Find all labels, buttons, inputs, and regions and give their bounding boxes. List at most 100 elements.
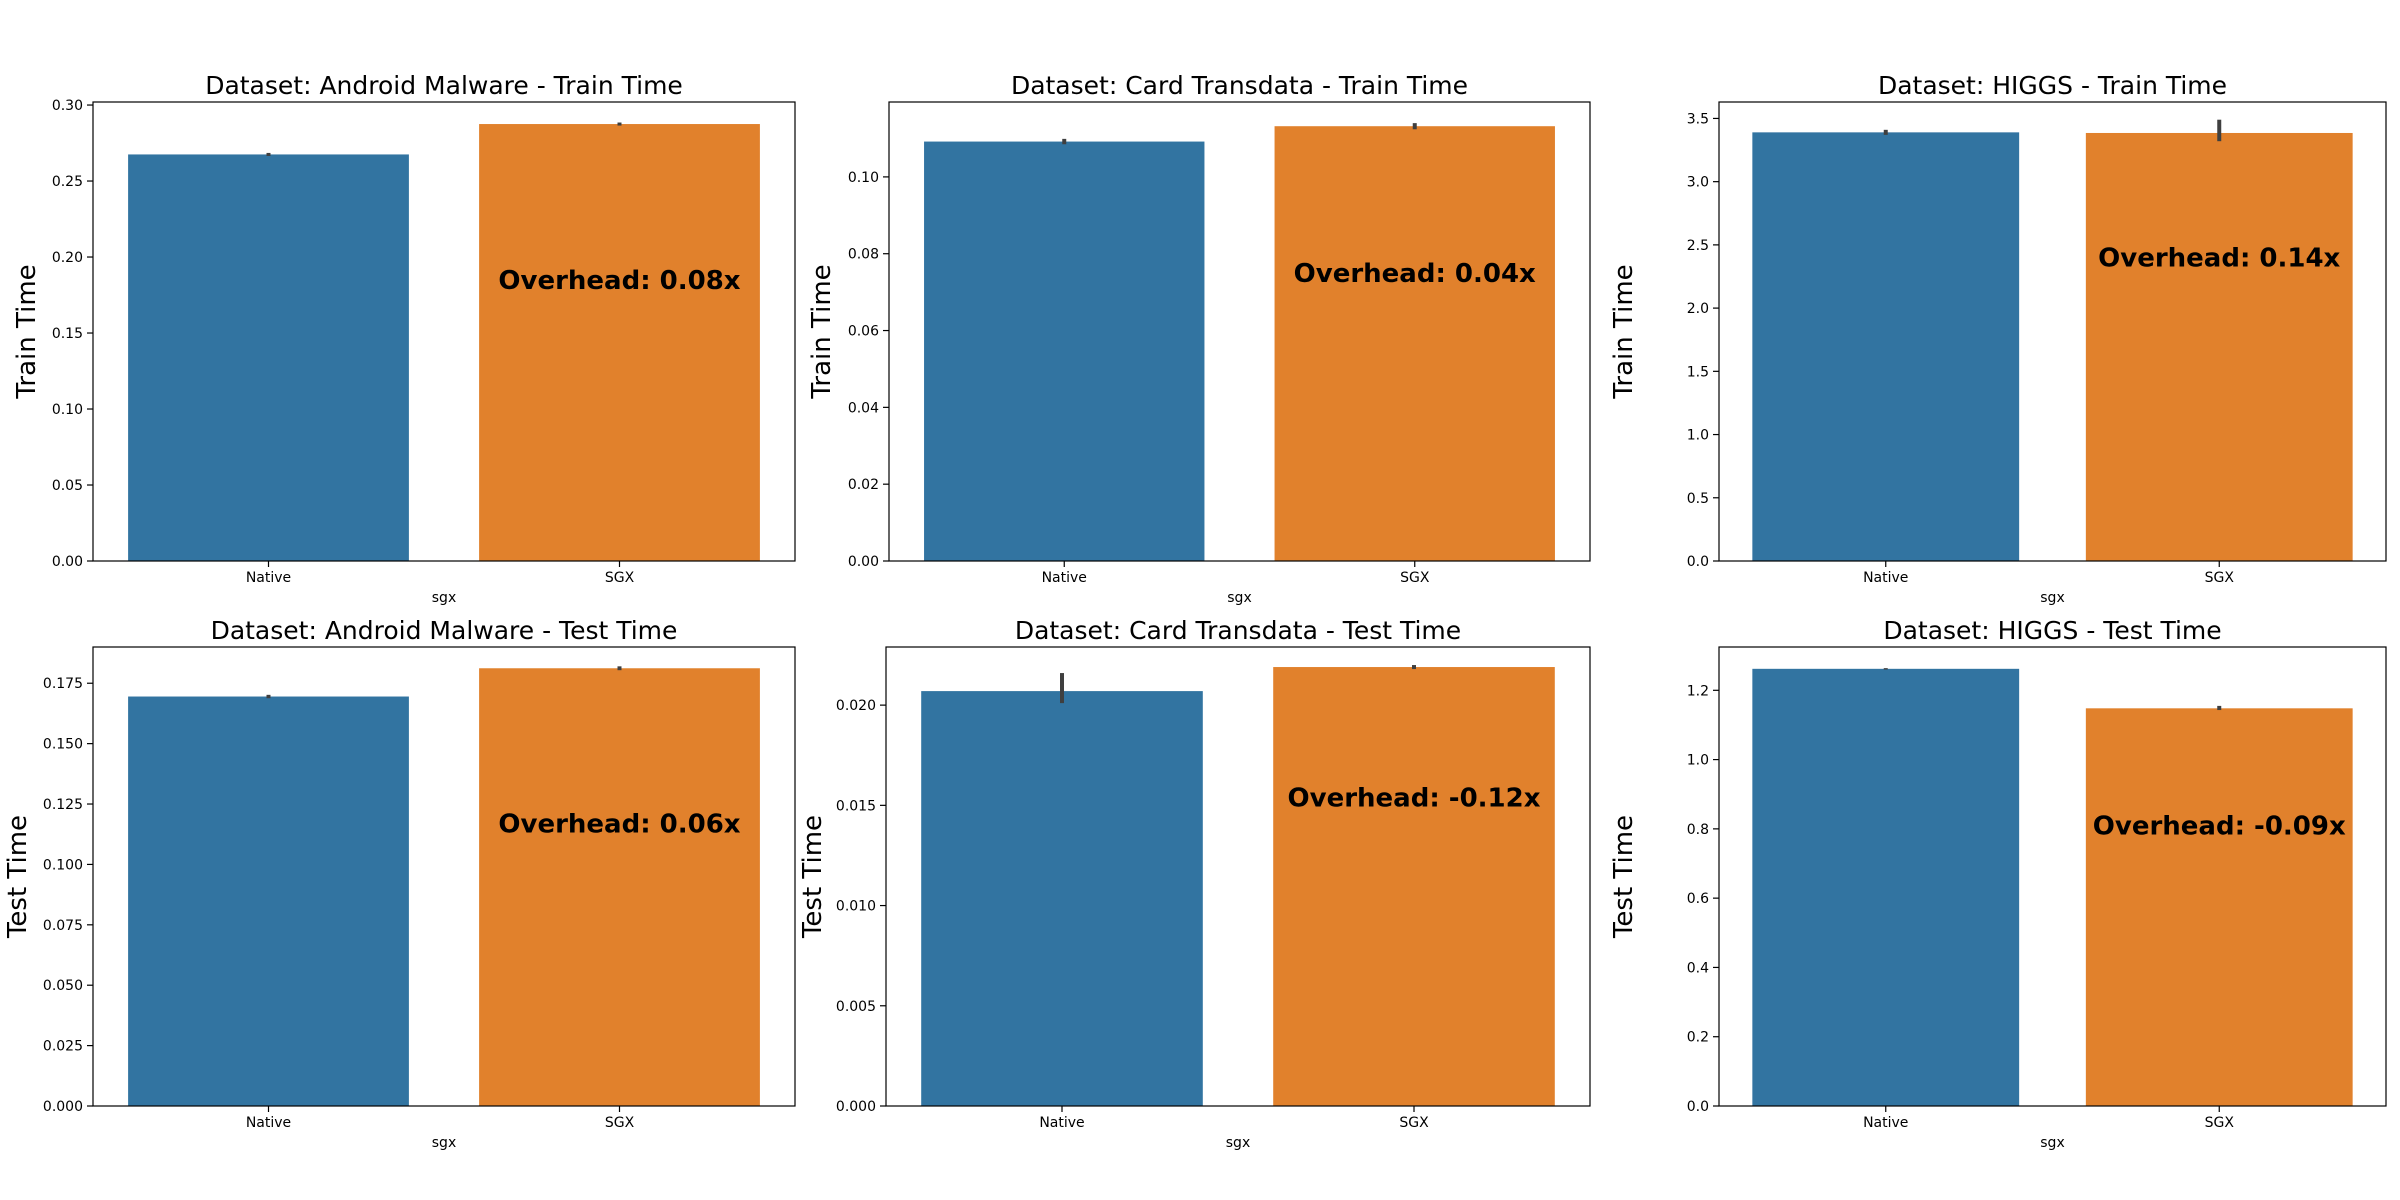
y-tick-label: 0.0 [1687, 1099, 1709, 1115]
x-axis-label: sgx [2040, 590, 2064, 606]
y-tick-label: 0.00 [848, 554, 879, 570]
y-tick-label: 0.4 [1687, 960, 1709, 976]
bar-native [128, 696, 409, 1106]
x-tick-label-native: Native [246, 1115, 291, 1131]
bar-native [924, 141, 1205, 561]
bar-sgx [2085, 708, 2353, 1106]
y-tick-label: 0.010 [836, 899, 876, 915]
x-axis-label: sgx [432, 1135, 456, 1151]
y-tick-label: 0.175 [43, 676, 83, 692]
x-tick-label-sgx: SGX [2205, 570, 2235, 586]
bar-native [1752, 668, 2020, 1106]
y-tick-label: 0.2 [1687, 1030, 1709, 1046]
y-tick-label: 0.000 [836, 1099, 876, 1115]
subplot-6: 0.0 0.2 0.4 0.6 0.8 1.0 1.2 Native SGX sgx Test Ti… [1609, 616, 2387, 1151]
y-tick-label: 0.08 [848, 247, 879, 263]
x-tick-label-native: Native [1042, 570, 1087, 586]
axes-frame [92, 646, 796, 1107]
y-tick-label: 0.050 [43, 978, 83, 994]
x-tick-label-sgx: SGX [605, 1115, 635, 1131]
y-tick-label: 0.15 [52, 326, 83, 342]
y-tick-label: 0.05 [52, 478, 83, 494]
chart-title: Dataset: Card Transdata - Train Time [1011, 71, 1468, 100]
y-tick-label: 0.5 [1687, 491, 1709, 507]
y-tick-label: 0.10 [848, 170, 879, 186]
axes-frame [888, 101, 1591, 562]
subplot-5: 0.000 0.005 0.010 0.015 0.020 Native SGX sgx Tes… [798, 616, 1591, 1151]
y-tick-label: 0.30 [52, 98, 83, 114]
bar-sgx [2085, 132, 2353, 562]
y-tick-label: 0.100 [43, 857, 83, 873]
y-tick-label: 0.125 [43, 797, 83, 813]
y-axis-label: Test Time [798, 815, 828, 939]
bar-native [128, 154, 409, 561]
y-tick-label: 0.10 [52, 402, 83, 418]
y-tick-label: 1.0 [1687, 753, 1709, 769]
x-tick-label-sgx: SGX [1400, 570, 1430, 586]
overhead-annotation: Overhead: -0.12x [1288, 783, 1541, 813]
y-tick-label: 0.06 [848, 324, 879, 340]
subplot-2: 0.00 0.02 0.04 0.06 0.08 0.10 Native SGX sgx Trai… [807, 71, 1591, 606]
bar-native [1752, 132, 2020, 561]
overhead-annotation: Overhead: 0.06x [498, 809, 740, 839]
y-tick-label: 3.0 [1687, 175, 1709, 191]
x-tick-label-sgx: SGX [2205, 1115, 2235, 1131]
axes-frame [92, 101, 796, 562]
chart-title: Dataset: HIGGS - Train Time [1878, 71, 2227, 100]
y-tick-label: 0.25 [52, 174, 83, 190]
y-tick-label: 0.00 [52, 554, 83, 570]
y-axis-label: Test Time [1609, 815, 1639, 939]
subplot-1: 0.00 0.05 0.10 0.15 0.20 0.25 0.30 Native SGX sgx… [12, 71, 796, 606]
bar-sgx [1273, 667, 1555, 1106]
y-tick-label: 0.000 [43, 1099, 83, 1115]
y-axis-label: Train Time [12, 264, 42, 399]
overhead-annotation: Overhead: -0.09x [2093, 811, 2346, 841]
y-tick-label: 0.015 [836, 798, 876, 814]
y-tick-label: 0.8 [1687, 822, 1709, 838]
x-axis-label: sgx [432, 590, 456, 606]
subplot-3: 0.0 0.5 1.0 1.5 2.0 2.5 3.0 3.5 Native SGX sgx Trai… [1609, 71, 2387, 606]
bar-sgx [479, 668, 760, 1106]
overhead-annotation: Overhead: 0.14x [2098, 244, 2340, 274]
y-tick-label: 0.025 [43, 1039, 83, 1055]
y-tick-label: 0.075 [43, 918, 83, 934]
y-tick-label: 0.150 [43, 737, 83, 753]
y-tick-label: 0.04 [848, 400, 879, 416]
y-tick-label: 3.5 [1687, 111, 1709, 127]
x-axis-label: sgx [2040, 1135, 2064, 1151]
y-tick-label: 1.5 [1687, 364, 1709, 380]
overhead-annotation: Overhead: 0.04x [1294, 259, 1536, 289]
axes-frame [885, 646, 1591, 1107]
x-tick-label-native: Native [1863, 570, 1908, 586]
y-axis-label: Test Time [3, 815, 33, 939]
x-axis-label: sgx [1227, 590, 1251, 606]
y-tick-label: 0.6 [1687, 891, 1709, 907]
chart-title: Dataset: HIGGS - Test Time [1883, 616, 2221, 645]
y-tick-label: 0.005 [836, 999, 876, 1015]
x-tick-label-sgx: SGX [1399, 1115, 1429, 1131]
y-tick-label: 0.02 [848, 477, 879, 493]
x-tick-label-native: Native [1863, 1115, 1908, 1131]
y-axis-label: Train Time [1609, 264, 1639, 399]
overhead-annotation: Overhead: 0.08x [498, 266, 740, 296]
x-tick-label-sgx: SGX [605, 570, 635, 586]
x-tick-label-native: Native [1039, 1115, 1084, 1131]
y-tick-label: 0.0 [1687, 554, 1709, 570]
y-axis-label: Train Time [807, 264, 837, 399]
y-tick-label: 0.020 [836, 698, 876, 714]
axes-frame [1718, 101, 2387, 562]
y-tick-label: 1.2 [1687, 683, 1709, 699]
bar-native [921, 691, 1203, 1106]
chart-title: Dataset: Android Malware - Train Time [205, 71, 683, 100]
x-axis-label: sgx [1226, 1135, 1250, 1151]
y-tick-label: 1.0 [1687, 428, 1709, 444]
chart-title: Dataset: Android Malware - Test Time [211, 616, 678, 645]
x-tick-label-native: Native [246, 570, 291, 586]
bar-sgx [479, 124, 760, 561]
y-tick-label: 2.5 [1687, 238, 1709, 254]
subplot-4: 0.000 0.025 0.050 0.075 0.100 0.125 0.150 0.175… [3, 616, 796, 1151]
bar-sgx [1274, 126, 1555, 561]
y-tick-label: 2.0 [1687, 301, 1709, 317]
axes-frame [1718, 646, 2387, 1107]
y-tick-label: 0.20 [52, 250, 83, 266]
